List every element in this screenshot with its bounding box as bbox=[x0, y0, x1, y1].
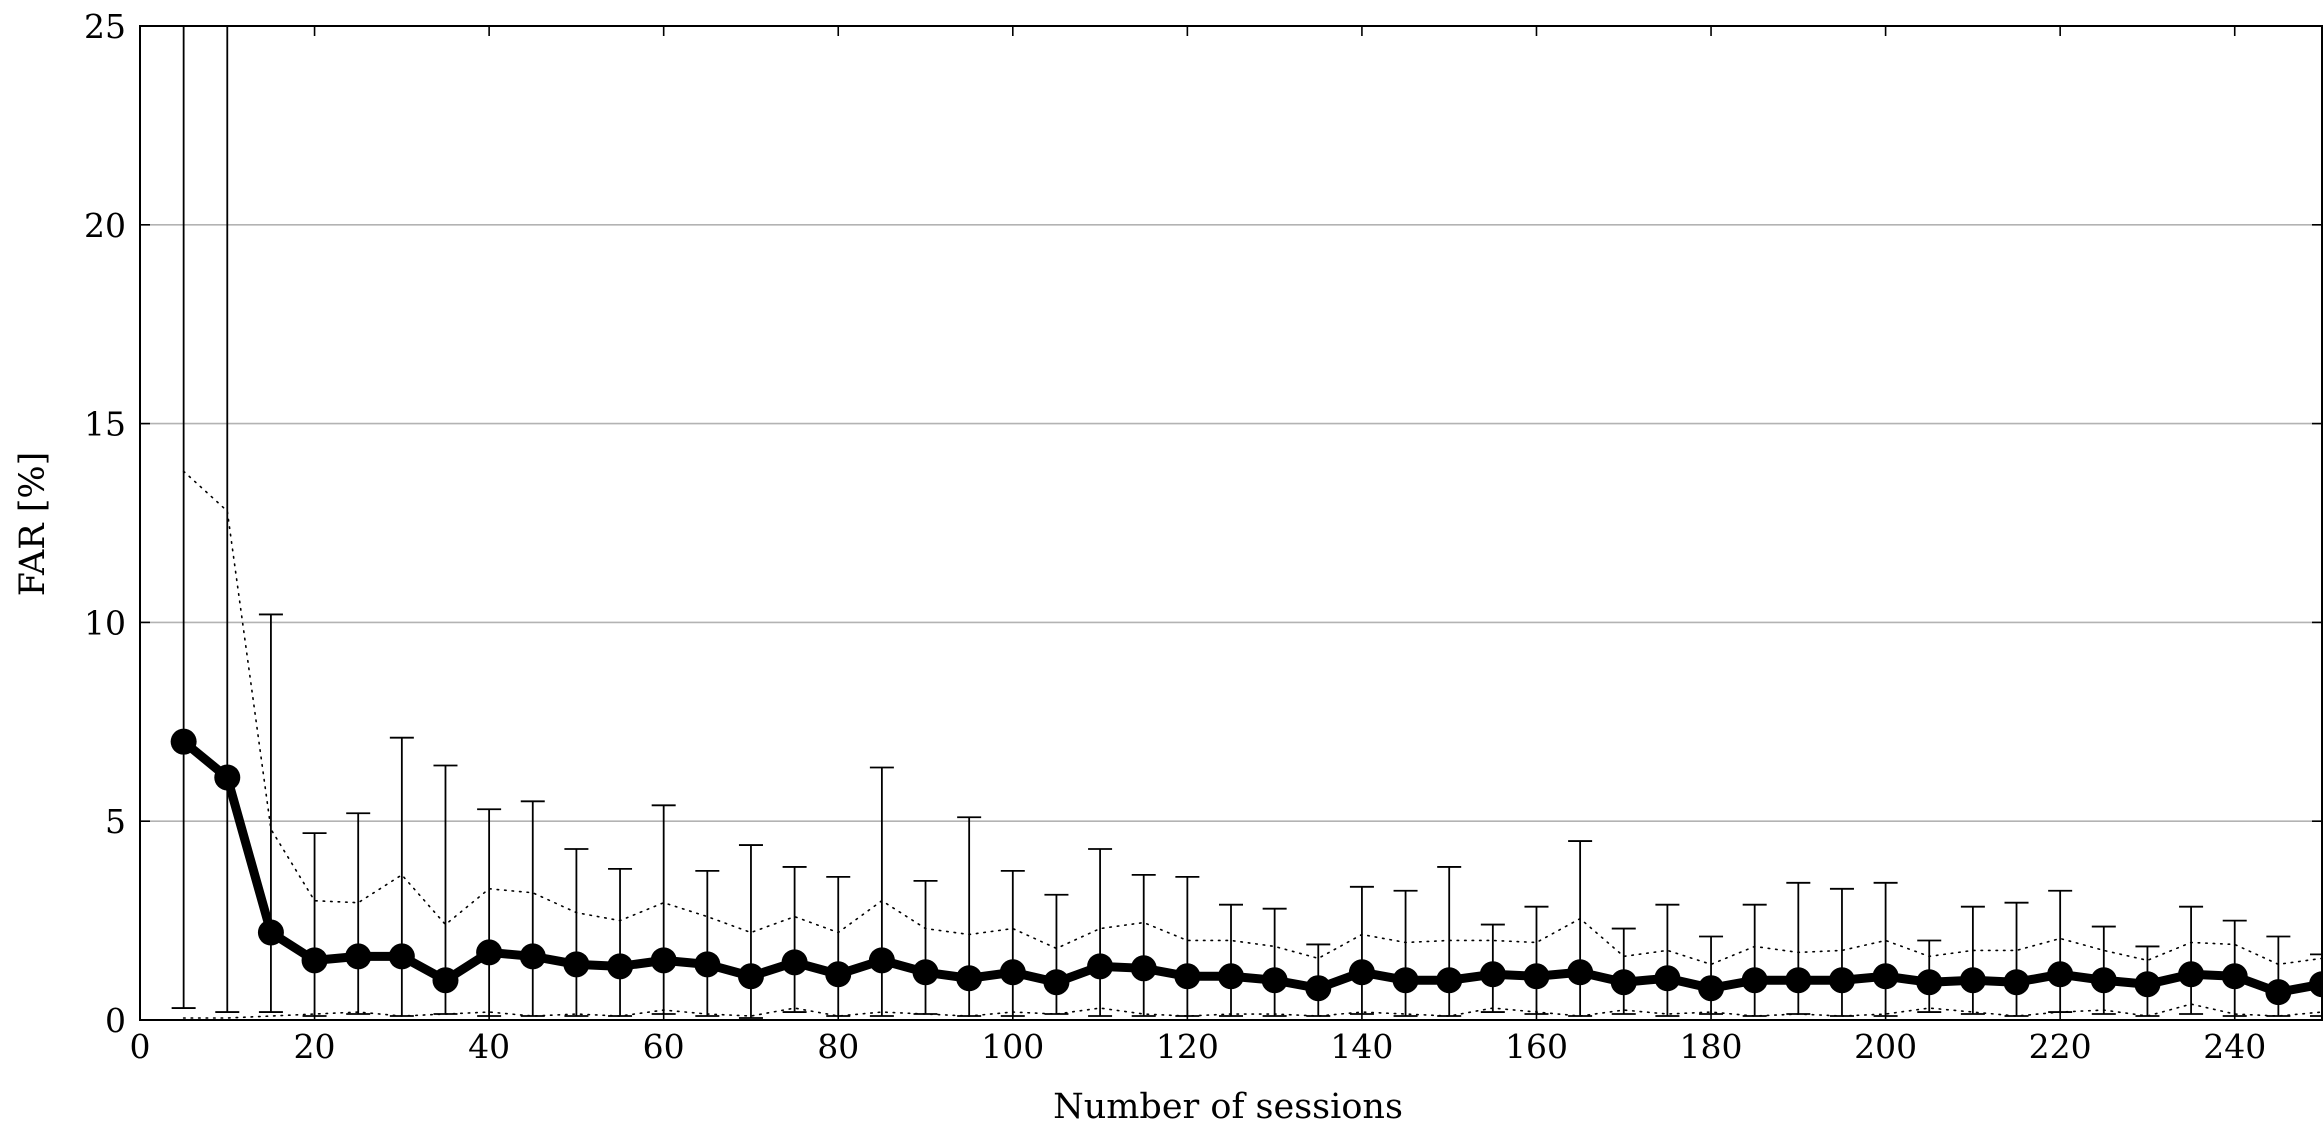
data-point bbox=[2178, 961, 2205, 988]
data-point bbox=[432, 967, 459, 994]
data-point bbox=[1567, 959, 1594, 986]
data-point bbox=[214, 764, 241, 791]
mean-line bbox=[180, 738, 2323, 997]
x-tick-label: 40 bbox=[468, 1027, 510, 1066]
x-tick-label: 140 bbox=[1330, 1027, 1393, 1066]
x-tick-label: 60 bbox=[643, 1027, 685, 1066]
data-point bbox=[388, 943, 415, 970]
series-line bbox=[180, 738, 2323, 997]
data-point bbox=[257, 919, 284, 946]
data-point bbox=[1043, 969, 1070, 996]
data-point bbox=[650, 947, 677, 974]
data-point bbox=[476, 939, 503, 966]
data-point bbox=[519, 943, 546, 970]
data-point bbox=[1130, 955, 1157, 982]
data-point bbox=[563, 951, 590, 978]
error-bars bbox=[171, 26, 2323, 1019]
data-point bbox=[2309, 971, 2323, 998]
data-point bbox=[2221, 963, 2248, 990]
data-point bbox=[912, 959, 939, 986]
data-point bbox=[781, 949, 808, 976]
data-point bbox=[1610, 969, 1637, 996]
data-point bbox=[868, 947, 895, 974]
x-tick-label: 120 bbox=[1156, 1027, 1219, 1066]
data-point bbox=[1654, 965, 1681, 992]
x-axis-label: Number of sessions bbox=[1053, 1087, 1403, 1127]
x-tick-label: 220 bbox=[2029, 1027, 2092, 1066]
data-point bbox=[1523, 963, 1550, 990]
data-point bbox=[694, 951, 721, 978]
data-point bbox=[1872, 963, 1899, 990]
data-point bbox=[2265, 979, 2292, 1006]
data-point bbox=[1218, 963, 1244, 990]
y-tick-label: 5 bbox=[105, 802, 126, 841]
y-tick-label: 0 bbox=[105, 1001, 126, 1040]
data-point bbox=[345, 943, 372, 970]
data-point bbox=[301, 947, 328, 974]
data-point bbox=[1348, 959, 1375, 986]
data-point bbox=[1479, 961, 1506, 988]
x-tick-label: 80 bbox=[817, 1027, 859, 1066]
data-point bbox=[737, 963, 764, 990]
data-point bbox=[2134, 971, 2161, 998]
x-tick-label: 0 bbox=[130, 1027, 151, 1066]
lower-dotted-band bbox=[182, 1003, 2323, 1019]
y-tick-label: 25 bbox=[84, 7, 126, 46]
y-axis-label: FAR [%] bbox=[13, 452, 53, 597]
x-tick-label: 20 bbox=[294, 1027, 336, 1066]
dotted-bands bbox=[182, 470, 2323, 1019]
y-tick-label: 10 bbox=[84, 603, 126, 642]
data-point bbox=[1087, 953, 1114, 980]
data-point bbox=[1436, 967, 1463, 994]
data-point bbox=[607, 953, 634, 980]
data-point bbox=[1261, 967, 1288, 994]
y-tick-label: 20 bbox=[84, 206, 126, 245]
data-point bbox=[1785, 967, 1812, 994]
data-point bbox=[1916, 969, 1943, 996]
data-point bbox=[1698, 975, 1725, 1002]
data-point bbox=[956, 965, 983, 992]
data-point bbox=[1741, 967, 1768, 994]
data-point bbox=[999, 959, 1026, 986]
x-tick-label: 160 bbox=[1505, 1027, 1568, 1066]
data-point bbox=[2047, 961, 2074, 988]
data-point bbox=[825, 961, 852, 988]
x-tick-label: 180 bbox=[1680, 1027, 1743, 1066]
data-point bbox=[1959, 967, 1986, 994]
data-point bbox=[1305, 975, 1332, 1002]
x-tick-label: 240 bbox=[2203, 1027, 2266, 1066]
data-point bbox=[1828, 967, 1855, 994]
plot-border bbox=[139, 25, 2323, 1021]
grid-lines bbox=[140, 224, 2322, 823]
data-point bbox=[1392, 967, 1419, 994]
upper-dotted-band bbox=[182, 470, 2323, 966]
plot-frame bbox=[139, 25, 2323, 1021]
data-markers bbox=[170, 728, 2323, 1006]
tick-marks-and-labels: 0 20 40 60 80 100 120 140 160 180 200 220 240 0 5 10 15 2… bbox=[84, 7, 2322, 1066]
y-tick-label: 15 bbox=[84, 405, 126, 444]
data-point bbox=[1174, 963, 1201, 990]
x-tick-label: 200 bbox=[1854, 1027, 1917, 1066]
data-point bbox=[170, 728, 197, 755]
x-tick-label: 100 bbox=[981, 1027, 1044, 1066]
data-point bbox=[2003, 969, 2030, 996]
data-point bbox=[2090, 967, 2117, 994]
